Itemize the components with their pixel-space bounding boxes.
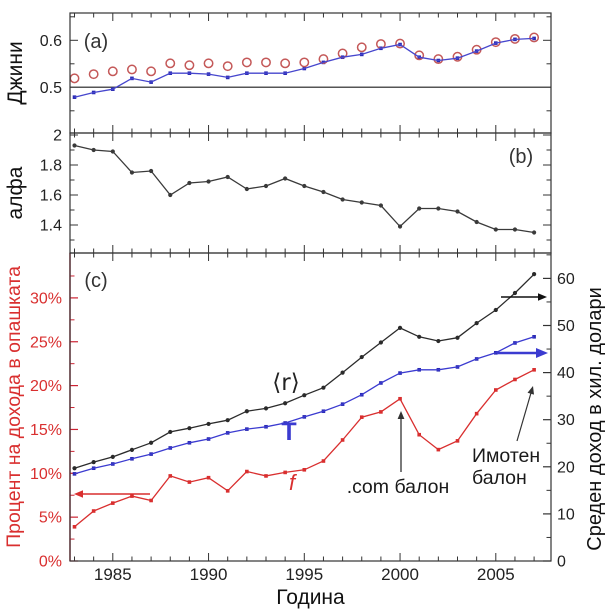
x-tick-label: 2000 bbox=[381, 565, 419, 584]
alpha-ytick-label: 1.4 bbox=[40, 218, 62, 235]
tail-percent-ytick-label: 30% bbox=[30, 290, 62, 307]
panel-b-frame bbox=[69, 132, 552, 254]
tail-percent-ytick-label: 5% bbox=[39, 510, 62, 527]
tail-fraction-line bbox=[74, 369, 535, 528]
gini-ytick-label: 0.6 bbox=[40, 33, 62, 50]
x-axis-labels: 1985 1990 1995 2000 2005 Година bbox=[94, 565, 515, 609]
alpha-ytick-label: 2 bbox=[53, 128, 62, 145]
gini-axis-label: Джини bbox=[4, 41, 27, 104]
gini-theory-markers bbox=[69, 32, 540, 84]
panel-c: 0% 5% 10% 15% 20% 25% 30% 0 10 20 30 40 50 60 (c) Проце… bbox=[3, 253, 606, 571]
x-tick-label: 1985 bbox=[94, 565, 132, 584]
income-ytick-label: 40 bbox=[557, 365, 575, 382]
temperature-right-axis-arrow bbox=[497, 348, 548, 358]
temperature-line bbox=[74, 336, 535, 475]
income-ytick-label: 30 bbox=[557, 412, 575, 429]
x-tick-label: 2005 bbox=[477, 565, 515, 584]
tail-percent-ytick-label: 10% bbox=[30, 466, 62, 483]
alpha-ytick-label: 1.8 bbox=[40, 158, 62, 175]
tail-fraction-curve-label: f bbox=[289, 470, 298, 495]
panel-c-letter: (c) bbox=[84, 270, 107, 292]
gini-ytick-label: 0.5 bbox=[40, 80, 62, 97]
panel-a-frame bbox=[69, 12, 552, 134]
dotcom-bubble-label: .com балон bbox=[347, 476, 449, 498]
mean-income-right-axis-arrow bbox=[501, 293, 547, 301]
mean-income-curve-label: ⟨r⟩ bbox=[272, 370, 299, 396]
tail-fraction-left-axis-arrow bbox=[74, 490, 150, 498]
temperature-markers bbox=[72, 335, 536, 476]
income-ytick-label: 20 bbox=[557, 459, 575, 476]
x-axis-title: Година bbox=[276, 586, 345, 609]
dotcom-bubble-arrow bbox=[397, 411, 405, 472]
panel-c-frame bbox=[69, 252, 552, 562]
alpha-ytick-label: 1.6 bbox=[40, 188, 62, 205]
tail-percent-axis-label: Процент на дохода в опашката bbox=[3, 266, 25, 548]
x-tick-label: 1990 bbox=[190, 565, 228, 584]
temperature-curve-label: T bbox=[281, 418, 296, 446]
panel-b: 1.4 1.6 1.8 2 (b) алфа bbox=[4, 128, 551, 253]
housing-bubble-arrow bbox=[516, 386, 534, 442]
housing-bubble-label-line2: балон bbox=[472, 467, 527, 489]
income-ytick-label: 60 bbox=[557, 271, 575, 288]
tail-percent-ytick-label: 20% bbox=[30, 378, 62, 395]
income-ytick-label: 0 bbox=[557, 554, 566, 571]
tail-fraction-markers bbox=[72, 368, 536, 529]
tail-percent-ytick-label: 0% bbox=[39, 554, 62, 571]
panel-b-letter: (b) bbox=[509, 146, 533, 168]
alpha-axis-label: алфа bbox=[4, 166, 27, 219]
gini-data-line bbox=[74, 37, 535, 98]
income-ytick-label: 10 bbox=[557, 506, 575, 523]
tail-percent-ytick-label: 15% bbox=[30, 422, 62, 439]
x-tick-label: 1995 bbox=[285, 565, 323, 584]
income-ytick-label: 50 bbox=[557, 318, 575, 335]
housing-bubble-label-line1: Имотен bbox=[472, 445, 540, 467]
pareto-alpha-markers bbox=[72, 143, 537, 235]
mean-income-line bbox=[74, 273, 535, 469]
mean-income-markers bbox=[72, 272, 537, 471]
tail-percent-ytick-label: 25% bbox=[30, 334, 62, 351]
gini-data-markers bbox=[72, 36, 536, 99]
pareto-alpha-line bbox=[74, 144, 535, 234]
panel-a-letter: (a) bbox=[84, 31, 108, 53]
mean-income-axis-label: Среден доход в хил. долари bbox=[584, 287, 606, 550]
panel-a: 0.5 0.6 (a) Джини bbox=[4, 13, 551, 133]
